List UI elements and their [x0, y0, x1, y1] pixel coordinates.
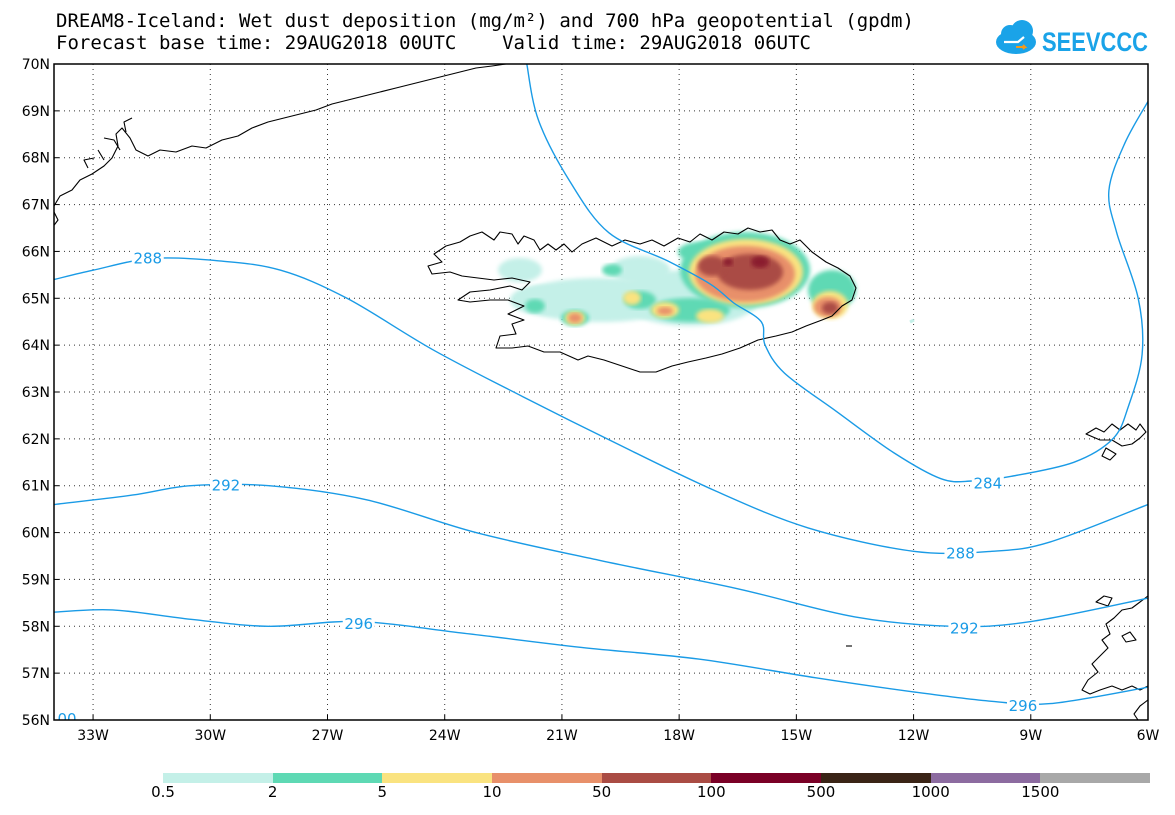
- lat-tick-label: 66N: [22, 244, 50, 260]
- lon-tick-label: 30W: [194, 728, 226, 744]
- graticule: [54, 63, 1149, 721]
- greenland-inlets: [54, 117, 133, 227]
- legend-label: 500: [806, 783, 836, 801]
- contour-label: 288: [133, 249, 162, 267]
- contour-284: [526, 64, 1148, 483]
- contour-label-partial: 00: [57, 710, 76, 728]
- dust-patch: [568, 313, 582, 323]
- contour-label-bg: [209, 476, 242, 494]
- lon-tick-label: 12W: [898, 728, 930, 744]
- dust-patch: [525, 299, 545, 313]
- lon-tick-label: 33W: [77, 728, 109, 744]
- contour-label-bg: [971, 474, 1004, 492]
- lon-tick-label: 18W: [663, 728, 695, 744]
- legend-swatch: [711, 773, 822, 783]
- faroe-coastline: [1085, 423, 1147, 461]
- dust-patch: [751, 256, 769, 268]
- lat-tick-label: 69N: [22, 104, 50, 120]
- contour-label: 284: [973, 474, 1002, 492]
- legend-swatch: [1040, 773, 1151, 783]
- contour-label-bg: [1006, 696, 1039, 714]
- geopotential-contours: 284 288 292 296 288 292 296 00: [54, 64, 1148, 728]
- legend-swatch: [163, 773, 273, 783]
- legend-label: 0.5: [151, 783, 175, 801]
- legend-label: 1500: [1021, 783, 1060, 801]
- coastlines: [54, 64, 1148, 720]
- legend-swatch: [930, 773, 1041, 783]
- lon-tick-label: 15W: [781, 728, 813, 744]
- legend-swatch: [492, 773, 602, 783]
- dust-patch: [723, 258, 733, 266]
- latitude-labels: 70N 69N 68N 67N 66N 65N 64N 63N 62N 61N 60N 59N 58N 5…: [22, 57, 50, 729]
- legend-swatch: [601, 773, 712, 783]
- dust-patch: [822, 302, 838, 314]
- lat-tick-label: 62N: [22, 432, 50, 448]
- legend-swatch: [272, 773, 383, 783]
- legend-label: 50: [592, 783, 612, 801]
- map-frame: [54, 64, 1148, 720]
- legend-label: 5: [377, 783, 388, 801]
- seevccc-logo: SEEVCCC: [996, 20, 1148, 57]
- lat-tick-label: 70N: [22, 57, 50, 73]
- small-dust-spot: [909, 318, 915, 324]
- lat-tick-label: 57N: [22, 666, 50, 682]
- lon-tick-label: 27W: [312, 728, 344, 744]
- legend-swatch: [382, 773, 493, 783]
- contour-label: 292: [950, 620, 979, 638]
- lat-tick-label: 58N: [22, 619, 50, 635]
- contour-296: [54, 608, 1148, 706]
- contour-label-bg: [948, 619, 981, 637]
- longitude-labels: 33W 30W 27W 24W 21W 18W 15W 12W 9W 6W: [77, 728, 1159, 744]
- scotland-coastline: [1081, 595, 1148, 720]
- contour-label-bg: [944, 544, 977, 562]
- lat-tick-label: 65N: [22, 291, 50, 307]
- map-title: DREAM8-Iceland: Wet dust deposition (mg/…: [56, 10, 914, 32]
- contour-label: 296: [344, 615, 373, 633]
- lat-tick-label: 64N: [22, 338, 50, 354]
- contour-label: 292: [212, 477, 241, 495]
- contour-label-bg: [131, 249, 164, 267]
- greenland-coastline: [54, 64, 507, 207]
- dust-patch: [657, 307, 673, 315]
- forecast-times: Forecast base time: 29AUG2018 00UTC Vali…: [56, 32, 811, 54]
- contour-label: 296: [1009, 697, 1038, 715]
- legend-label: 2: [267, 783, 278, 801]
- dust-patch: [698, 256, 726, 276]
- lon-tick-label: 9W: [1019, 728, 1042, 744]
- logo-text: SEEVCCC: [1042, 27, 1148, 57]
- dust-patch: [610, 256, 670, 284]
- legend-swatch: [821, 773, 931, 783]
- dust-patch: [602, 264, 622, 276]
- legend-labels: 0.5 2 5 10 50 100 500 1000 1500: [0, 783, 1175, 807]
- legend-label: 10: [482, 783, 502, 801]
- dust-deposition-field: [498, 232, 856, 326]
- lat-tick-label: 67N: [22, 198, 50, 214]
- color-legend: [163, 773, 1151, 783]
- contour-label-bg: [342, 614, 375, 632]
- dust-patch: [498, 258, 542, 282]
- lat-tick-label: 68N: [22, 151, 50, 167]
- lat-tick-label: 56N: [22, 713, 50, 729]
- lon-tick-label: 21W: [546, 728, 578, 744]
- lat-tick-label: 60N: [22, 526, 50, 542]
- contour-label: 288: [946, 545, 975, 563]
- lat-tick-label: 61N: [22, 479, 50, 495]
- legend-label: 1000: [911, 783, 950, 801]
- dust-patch: [623, 291, 641, 305]
- lat-tick-label: 59N: [22, 572, 50, 588]
- lat-tick-label: 63N: [22, 385, 50, 401]
- cloud-icon: [996, 20, 1036, 54]
- map-border: [53, 63, 1149, 721]
- lon-tick-label: 24W: [429, 728, 461, 744]
- legend-label: 100: [697, 783, 726, 801]
- dust-patch: [696, 309, 724, 323]
- lon-tick-label: 6W: [1137, 728, 1160, 744]
- iceland-coastline: [427, 227, 857, 373]
